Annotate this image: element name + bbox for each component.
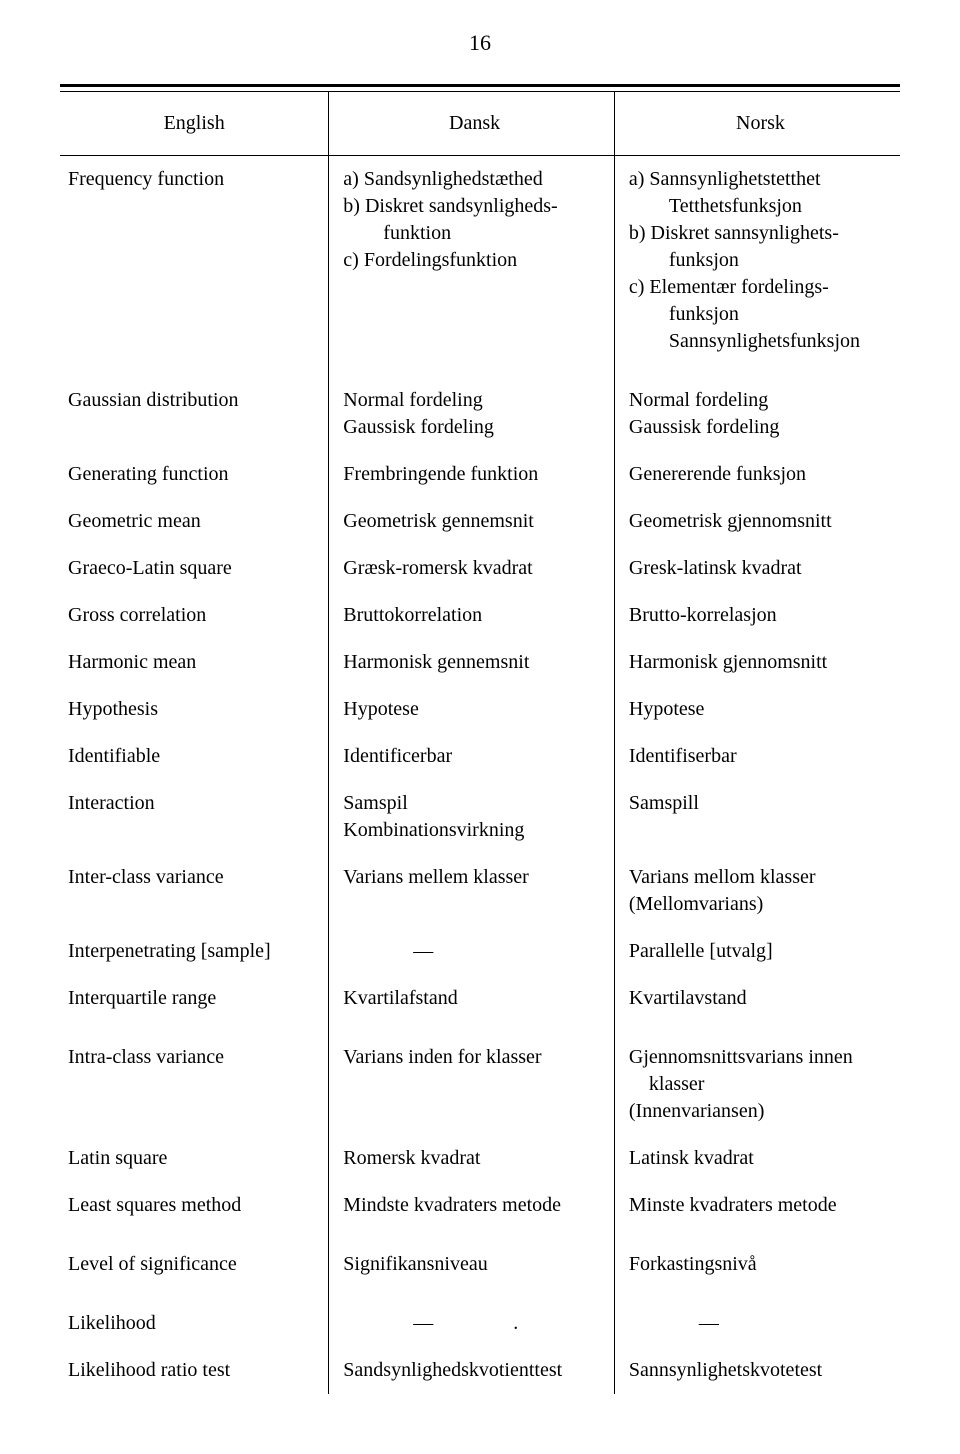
- cell-dansk: Normal fordelingGaussisk fordeling: [329, 365, 615, 451]
- cell-dansk: Varians mellem klasser: [329, 854, 615, 928]
- cell-norsk: Gresk-latinsk kvadrat: [614, 545, 900, 592]
- cell-english: Geometric mean: [60, 498, 329, 545]
- header-norsk: Norsk: [614, 92, 900, 155]
- cell-norsk: a) Sannsynlighetstetthet Tetthetsfunksjo…: [614, 156, 900, 365]
- table-row: Generating functionFrembringende funktio…: [60, 451, 900, 498]
- cell-norsk: Brutto-korrelasjon: [614, 592, 900, 639]
- table-row: HypothesisHypoteseHypotese: [60, 686, 900, 733]
- table-body: Frequency functiona) Sandsynlighedstæthe…: [60, 156, 900, 1394]
- cell-english: Likelihood: [60, 1288, 329, 1347]
- page-number: 16: [60, 30, 900, 56]
- table-row: Likelihood ratio testSandsynlighedskvoti…: [60, 1347, 900, 1394]
- cell-dansk: Kvartilafstand: [329, 975, 615, 1022]
- table-row: Inter-class varianceVarians mellem klass…: [60, 854, 900, 928]
- cell-english: Hypothesis: [60, 686, 329, 733]
- table-row: Least squares methodMindste kvadraters m…: [60, 1182, 900, 1229]
- table-row: Intra-class varianceVarians inden for kl…: [60, 1022, 900, 1135]
- cell-dansk: Græsk-romersk kvadrat: [329, 545, 615, 592]
- cell-english: Least squares method: [60, 1182, 329, 1229]
- cell-english: Harmonic mean: [60, 639, 329, 686]
- cell-english: Intra-class variance: [60, 1022, 329, 1135]
- table-row: Graeco-Latin squareGræsk-romersk kvadrat…: [60, 545, 900, 592]
- table-row: Geometric meanGeometrisk gennemsnitGeome…: [60, 498, 900, 545]
- cell-dansk: Romersk kvadrat: [329, 1135, 615, 1182]
- cell-norsk: Sannsynlighetskvotetest: [614, 1347, 900, 1394]
- table-row: Interquartile rangeKvartilafstandKvartil…: [60, 975, 900, 1022]
- header-dansk: Dansk: [329, 92, 615, 155]
- table-row: Gross correlationBruttokorrelationBrutto…: [60, 592, 900, 639]
- cell-english: Graeco-Latin square: [60, 545, 329, 592]
- table-row: IdentifiableIdentificerbarIdentifiserbar: [60, 733, 900, 780]
- cell-norsk: Geometrisk gjennomsnitt: [614, 498, 900, 545]
- cell-dansk: Geometrisk gennemsnit: [329, 498, 615, 545]
- table-row: InteractionSamspilKombinationsvirkningSa…: [60, 780, 900, 854]
- cell-english: Frequency function: [60, 156, 329, 365]
- cell-dansk: a) Sandsynlighedstæthedb) Diskret sandsy…: [329, 156, 615, 365]
- table-row: Likelihood— .—: [60, 1288, 900, 1347]
- cell-dansk: Identificerbar: [329, 733, 615, 780]
- page-container: 16 English Dansk Norsk Frequency functio…: [0, 0, 960, 1454]
- cell-norsk: Genererende funksjon: [614, 451, 900, 498]
- cell-dansk: Varians inden for klasser: [329, 1022, 615, 1135]
- cell-dansk: — .: [329, 1288, 615, 1347]
- cell-dansk: —: [329, 928, 615, 975]
- table-row: Latin squareRomersk kvadratLatinsk kvadr…: [60, 1135, 900, 1182]
- cell-english: Inter-class variance: [60, 854, 329, 928]
- cell-dansk: Sandsynlighedskvotienttest: [329, 1347, 615, 1394]
- cell-norsk: Minste kvadraters metode: [614, 1182, 900, 1229]
- table-row: Harmonic meanHarmonisk gennemsnitHarmoni…: [60, 639, 900, 686]
- cell-dansk: Harmonisk gennemsnit: [329, 639, 615, 686]
- table-row: Frequency functiona) Sandsynlighedstæthe…: [60, 156, 900, 365]
- cell-dansk: Signifikansniveau: [329, 1229, 615, 1288]
- cell-norsk: Samspill: [614, 780, 900, 854]
- glossary-table: English Dansk Norsk Frequency functiona)…: [60, 92, 900, 1394]
- cell-english: Latin square: [60, 1135, 329, 1182]
- cell-norsk: Gjennomsnittsvarians innen klasser(Innen…: [614, 1022, 900, 1135]
- table-row: Interpenetrating [sample]—Parallelle [ut…: [60, 928, 900, 975]
- header-row: English Dansk Norsk: [60, 92, 900, 155]
- top-double-rule: [60, 84, 900, 92]
- cell-english: Level of significance: [60, 1229, 329, 1288]
- cell-norsk: Identifiserbar: [614, 733, 900, 780]
- cell-dansk: Mindste kvadraters metode: [329, 1182, 615, 1229]
- cell-english: Interaction: [60, 780, 329, 854]
- cell-english: Likelihood ratio test: [60, 1347, 329, 1394]
- cell-norsk: Kvartilavstand: [614, 975, 900, 1022]
- cell-english: Interpenetrating [sample]: [60, 928, 329, 975]
- cell-dansk: SamspilKombinationsvirkning: [329, 780, 615, 854]
- table-row: Level of significanceSignifikansniveauFo…: [60, 1229, 900, 1288]
- header-english: English: [60, 92, 329, 155]
- cell-norsk: —: [614, 1288, 900, 1347]
- cell-norsk: Latinsk kvadrat: [614, 1135, 900, 1182]
- cell-norsk: Normal fordelingGaussisk fordeling: [614, 365, 900, 451]
- cell-norsk: Parallelle [utvalg]: [614, 928, 900, 975]
- cell-english: Gross correlation: [60, 592, 329, 639]
- cell-english: Gaussian distribution: [60, 365, 329, 451]
- cell-norsk: Harmonisk gjennomsnitt: [614, 639, 900, 686]
- table-row: Gaussian distributionNormal fordelingGau…: [60, 365, 900, 451]
- cell-english: Identifiable: [60, 733, 329, 780]
- cell-english: Interquartile range: [60, 975, 329, 1022]
- cell-english: Generating function: [60, 451, 329, 498]
- cell-dansk: Bruttokorrelation: [329, 592, 615, 639]
- cell-dansk: Frembringende funktion: [329, 451, 615, 498]
- cell-dansk: Hypotese: [329, 686, 615, 733]
- cell-norsk: Forkastingsnivå: [614, 1229, 900, 1288]
- cell-norsk: Varians mellom klasser(Mellomvarians): [614, 854, 900, 928]
- cell-norsk: Hypotese: [614, 686, 900, 733]
